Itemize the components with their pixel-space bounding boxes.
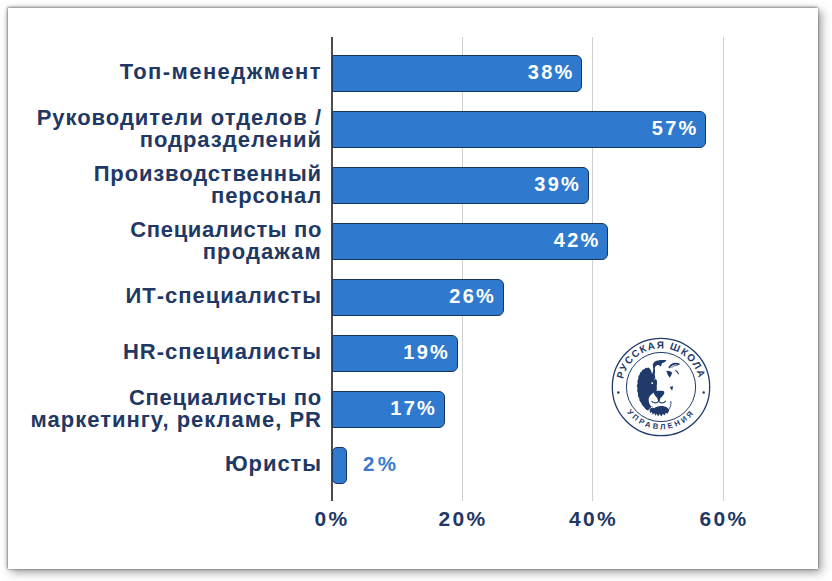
svg-text:РУССКАЯ ШКОЛА: РУССКАЯ ШКОЛА xyxy=(614,340,707,380)
